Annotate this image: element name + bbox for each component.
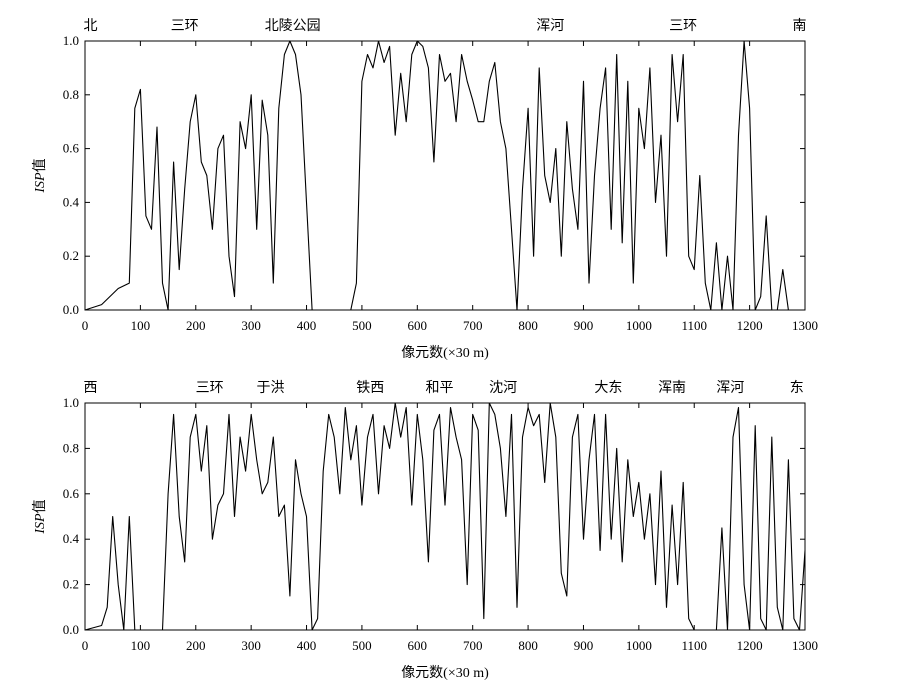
y-tick-label: 0.2 xyxy=(63,577,79,592)
place-label: 于洪 xyxy=(257,380,285,396)
x-tick-label: 400 xyxy=(297,318,317,333)
x-tick-label: 100 xyxy=(131,638,151,653)
y-tick-label: 0.2 xyxy=(63,248,79,263)
x-tick-label: 1100 xyxy=(681,318,707,333)
x-tick-label: 900 xyxy=(574,318,594,333)
x-tick-label: 700 xyxy=(463,318,483,333)
x-tick-label: 500 xyxy=(352,638,372,653)
y-axis-title-normal: 值 xyxy=(32,499,48,513)
y-tick-label: 1.0 xyxy=(63,33,79,48)
plot-frame xyxy=(84,40,806,311)
y-tick-label: 0.0 xyxy=(63,622,79,637)
y-tick-label: 0.8 xyxy=(63,440,79,455)
place-label: 西 xyxy=(84,380,98,396)
chart-bottom: 0.0 0.2 0.4 0.6 0.8 1.0 0 100 200 300 400 500 600 700… xyxy=(32,380,818,681)
x-tick-label: 200 xyxy=(186,638,206,653)
x-tick-label: 1000 xyxy=(626,638,652,653)
x-tick-label: 1100 xyxy=(681,638,707,653)
x-tick-label: 400 xyxy=(297,638,317,653)
x-tick-label: 300 xyxy=(241,638,261,653)
place-label: 东 xyxy=(790,380,804,396)
y-axis-title-italic: ISP xyxy=(33,172,48,194)
x-axis-title: 像元数(×30 m) xyxy=(401,665,489,681)
place-label: 和平 xyxy=(425,380,453,396)
place-label: 南 xyxy=(792,18,806,34)
x-tick-label: 0 xyxy=(82,638,89,653)
x-axis-title: 像元数(×30 m) xyxy=(401,345,489,361)
y-axis-title-italic: ISP xyxy=(33,513,48,535)
place-label: 北陵公园 xyxy=(265,18,321,34)
place-label: 三环 xyxy=(196,380,224,396)
x-tick-label: 700 xyxy=(463,638,483,653)
x-tick-label: 600 xyxy=(408,318,428,333)
y-tick-label: 0.8 xyxy=(63,87,79,102)
place-label: 浑河 xyxy=(536,18,564,34)
place-label: 浑南 xyxy=(658,380,686,396)
y-tick-label: 0.4 xyxy=(63,531,80,546)
y-tick-label: 0.6 xyxy=(63,486,80,501)
x-tick-label: 300 xyxy=(241,318,261,333)
chart-top: 0.0 0.2 0.4 0.6 0.8 1.0 0 100 200 300 400 500 600 700… xyxy=(32,18,818,361)
y-axis-title-normal: 值 xyxy=(32,158,48,172)
place-label: 沈河 xyxy=(489,380,517,396)
x-tick-label: 1000 xyxy=(626,318,652,333)
isp-series-line xyxy=(84,40,794,311)
x-tick-label: 600 xyxy=(408,638,428,653)
x-tick-label: 200 xyxy=(186,318,206,333)
x-tick-label: 1300 xyxy=(792,638,818,653)
isp-series-line xyxy=(84,402,806,631)
place-label: 北 xyxy=(84,18,98,34)
y-tick-label: 1.0 xyxy=(63,395,79,410)
x-tick-label: 800 xyxy=(518,318,538,333)
place-label: 大东 xyxy=(594,380,622,396)
x-tick-label: 500 xyxy=(352,318,372,333)
place-label: 三环 xyxy=(669,18,697,34)
x-tick-label: 1200 xyxy=(737,638,763,653)
x-tick-label: 100 xyxy=(131,318,151,333)
place-label: 三环 xyxy=(171,18,199,34)
x-tick-label: 1200 xyxy=(737,318,763,333)
y-axis-title: ISP值 xyxy=(32,158,48,193)
plot-frame xyxy=(84,402,806,631)
y-tick-label: 0.0 xyxy=(63,302,79,317)
y-tick-label: 0.4 xyxy=(63,194,80,209)
place-label: 浑河 xyxy=(716,380,744,396)
place-label: 铁西 xyxy=(356,380,384,396)
x-tick-label: 900 xyxy=(574,638,594,653)
y-axis-title: ISP值 xyxy=(32,499,48,534)
x-tick-label: 0 xyxy=(82,318,89,333)
y-tick-label: 0.6 xyxy=(63,141,80,156)
x-tick-label: 1300 xyxy=(792,318,818,333)
x-tick-label: 800 xyxy=(518,638,538,653)
